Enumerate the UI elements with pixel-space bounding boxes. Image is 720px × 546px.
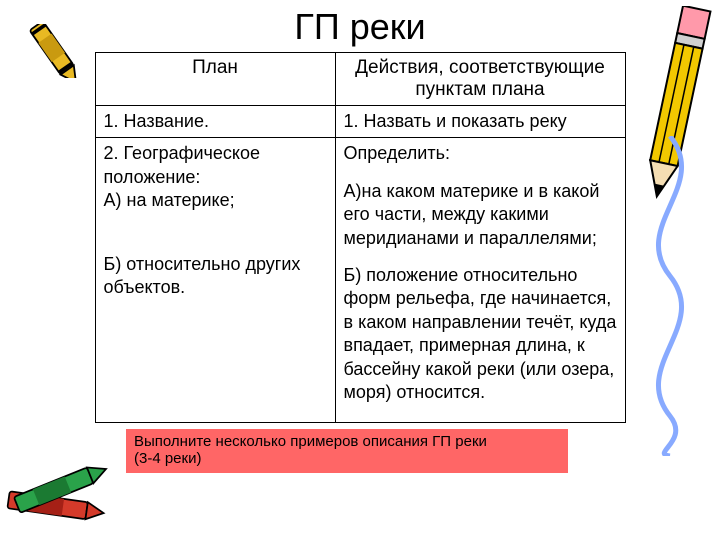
crayon-group-icon <box>6 446 126 540</box>
cell-action-2: Определить: А)на каком материке и в како… <box>335 138 625 423</box>
action2-line-c: Б) положение относительно форм рельефа, … <box>344 265 617 402</box>
task-line-1: Выполните несколько примеров описания ГП… <box>134 433 487 450</box>
page-title: ГП реки <box>0 6 720 48</box>
plan2-line-a: 2. Географическое положение: <box>104 143 261 186</box>
cell-action-1: 1. Назвать и показать реку <box>335 106 625 138</box>
table-header-row: План Действия, соответствующие пунктам п… <box>95 53 625 106</box>
plan2-line-b: А) на материке; <box>104 190 235 210</box>
table-row: 2. Географическое положение: А) на матер… <box>95 138 625 423</box>
cell-plan-1: 1. Название. <box>95 106 335 138</box>
action2-line-b: А)на каком материке и в какой его части,… <box>344 181 600 248</box>
swirl-icon <box>630 136 710 456</box>
header-action: Действия, соответствующие пунктам плана <box>335 53 625 106</box>
task-box: Выполните несколько примеров описания ГП… <box>126 429 568 473</box>
task-line-2: (3-4 реки) <box>134 450 201 467</box>
header-plan: План <box>95 53 335 106</box>
action2-line-a: Определить: <box>344 143 450 163</box>
plan-table: План Действия, соответствующие пунктам п… <box>95 52 626 423</box>
crayon-top-left-icon <box>10 24 100 78</box>
plan2-line-c: Б) относительно других объектов. <box>104 254 301 297</box>
cell-plan-2: 2. Географическое положение: А) на матер… <box>95 138 335 423</box>
table-row: 1. Название. 1. Назвать и показать реку <box>95 106 625 138</box>
